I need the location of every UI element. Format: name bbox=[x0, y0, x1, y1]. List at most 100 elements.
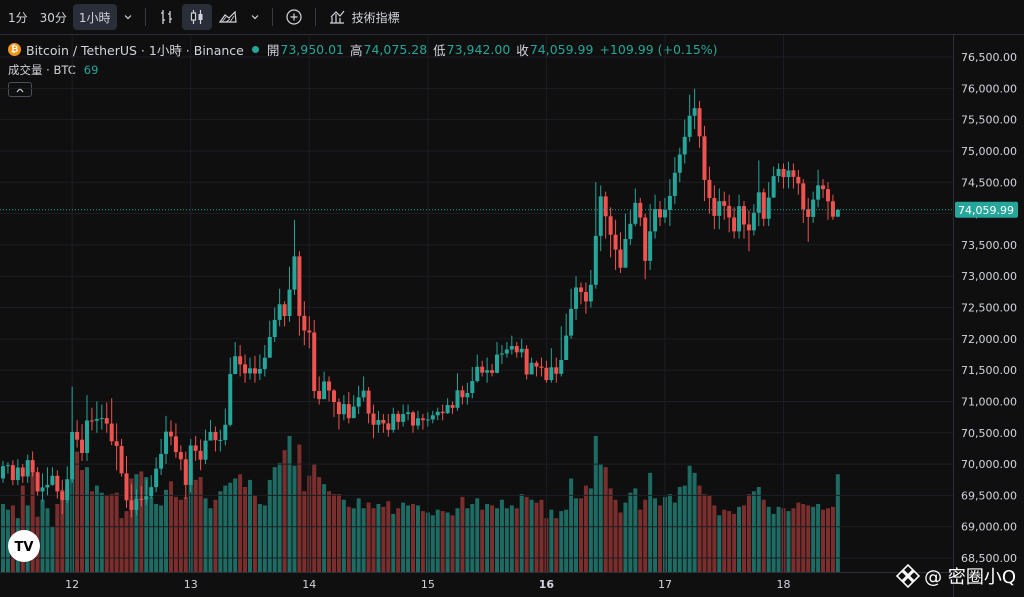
candle-body bbox=[84, 420, 89, 453]
candle-body bbox=[351, 406, 356, 419]
price-tick-label: 70,500.00 bbox=[961, 427, 1017, 440]
candle-body bbox=[371, 413, 376, 425]
candle-body bbox=[331, 390, 336, 403]
candle-body bbox=[327, 381, 332, 391]
candle-body bbox=[287, 289, 292, 317]
candle-body bbox=[40, 487, 45, 492]
indicators-icon bbox=[329, 10, 345, 24]
candle-body bbox=[440, 411, 445, 414]
volume-bar bbox=[351, 508, 356, 572]
candle-body bbox=[574, 287, 579, 309]
volume-bar bbox=[129, 478, 134, 572]
candle-body bbox=[746, 224, 751, 231]
volume-bar bbox=[628, 492, 633, 572]
volume-bar bbox=[124, 511, 129, 572]
candle-body bbox=[282, 304, 287, 317]
volume-bar bbox=[159, 505, 164, 572]
candle-body bbox=[692, 108, 697, 116]
chart-type-dropdown[interactable] bbox=[244, 4, 266, 30]
volume-bar bbox=[391, 513, 396, 572]
candle-body bbox=[509, 346, 514, 350]
candle-body bbox=[386, 423, 391, 430]
candle-body bbox=[569, 308, 574, 336]
volume-bar bbox=[534, 502, 539, 572]
candle-body bbox=[322, 381, 327, 400]
candle-body bbox=[218, 439, 223, 441]
volume-bar bbox=[302, 491, 307, 572]
volume-bar bbox=[687, 465, 692, 572]
volume-bar bbox=[233, 478, 238, 572]
symbol-title[interactable]: Bitcoin / TetherUS · 1小時 · Binance bbox=[26, 43, 244, 58]
volume-bar bbox=[490, 505, 495, 572]
candles bbox=[1, 88, 840, 518]
candle-body bbox=[173, 436, 178, 453]
candle-body bbox=[598, 196, 603, 236]
volume-bar bbox=[475, 498, 480, 572]
interval-dropdown[interactable] bbox=[117, 4, 139, 30]
volume-bar bbox=[583, 485, 588, 572]
price-axis[interactable]: 76,500.00 76,000.00 75,500.00 75,000.00 74,5… bbox=[961, 51, 1017, 565]
open-value: 73,950.01 bbox=[280, 42, 345, 57]
interval-1m[interactable]: 1分 bbox=[8, 10, 28, 25]
candle-body bbox=[593, 235, 598, 285]
price-tick-label: 69,000.00 bbox=[961, 521, 1017, 534]
volume-bar bbox=[84, 467, 89, 572]
time-axis[interactable]: 12 13 14 15 16 17 18 bbox=[65, 578, 790, 591]
candle-body bbox=[761, 192, 766, 219]
chevron-down-icon bbox=[251, 15, 258, 20]
volume-bar bbox=[450, 515, 455, 572]
candle-body bbox=[420, 418, 425, 421]
indicators-button[interactable]: 技術指標 bbox=[322, 4, 406, 30]
candle-body bbox=[198, 450, 203, 460]
chevron-up-icon bbox=[16, 87, 24, 92]
volume-bar bbox=[825, 508, 830, 572]
candle-body bbox=[292, 256, 297, 290]
collapse-legend-button[interactable] bbox=[8, 82, 32, 97]
candle-body bbox=[465, 392, 470, 398]
candle-body bbox=[618, 249, 623, 268]
area-type-button[interactable] bbox=[212, 4, 244, 30]
candle-body bbox=[99, 418, 104, 420]
candle-body bbox=[30, 460, 35, 473]
volume-bar bbox=[119, 518, 124, 572]
candle-body bbox=[633, 202, 638, 224]
volume-bar bbox=[218, 491, 223, 572]
candle-body bbox=[366, 390, 371, 414]
volume-bar bbox=[495, 508, 499, 572]
candle-body bbox=[470, 381, 475, 393]
candle-body bbox=[495, 354, 499, 373]
volume-bar bbox=[791, 508, 796, 572]
volume-bar bbox=[702, 494, 707, 572]
candle-body bbox=[697, 108, 702, 137]
volume-label[interactable]: 成交量 · BTC bbox=[8, 63, 76, 77]
candles-type-button[interactable] bbox=[181, 4, 212, 30]
time-tick-label: 12 bbox=[65, 578, 79, 591]
indicators-label: 技術指標 bbox=[351, 10, 400, 25]
volume-bar bbox=[361, 508, 366, 572]
volume-bar bbox=[75, 451, 80, 572]
volume-bar bbox=[257, 504, 262, 572]
volume-bar bbox=[569, 478, 574, 572]
volume-bar bbox=[455, 508, 460, 572]
candle-body bbox=[154, 468, 159, 488]
compare-button[interactable] bbox=[279, 4, 309, 30]
volume-bar bbox=[835, 474, 840, 572]
volume-bar bbox=[149, 496, 154, 572]
candle-body bbox=[732, 217, 737, 232]
volume-bar bbox=[529, 499, 534, 572]
tradingview-logo[interactable]: TV bbox=[8, 530, 40, 562]
volume-bar bbox=[386, 501, 391, 572]
interval-1h[interactable]: 1小時 bbox=[72, 4, 117, 30]
candle-body bbox=[134, 498, 139, 510]
candle-body bbox=[144, 496, 149, 500]
volume-bar bbox=[411, 504, 416, 572]
volume-bar bbox=[608, 488, 613, 572]
candle-body bbox=[687, 115, 692, 137]
candle-body bbox=[80, 439, 85, 453]
bar-type-button[interactable] bbox=[152, 4, 182, 30]
interval-30m[interactable]: 30分 bbox=[39, 10, 67, 25]
candle-body bbox=[124, 473, 129, 501]
volume-bar bbox=[287, 436, 292, 572]
volume-bar bbox=[574, 498, 579, 572]
